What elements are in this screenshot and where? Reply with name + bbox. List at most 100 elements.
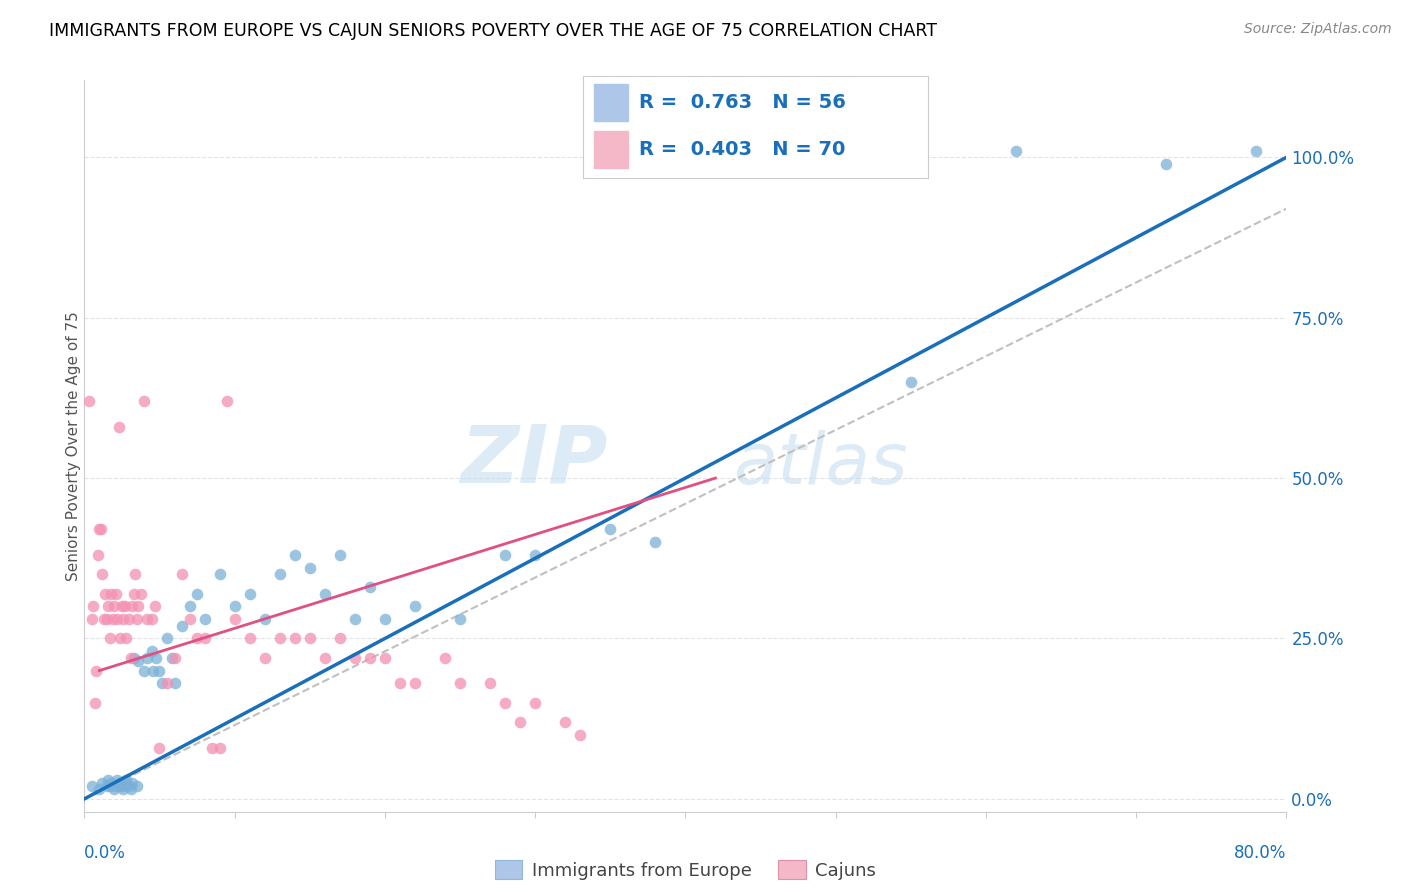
Point [599,523,621,537]
Y-axis label: Seniors Poverty Over the Age of 75: Seniors Poverty Over the Age of 75 [66,311,80,581]
Point [156,676,179,690]
Point [329,548,352,562]
Point [100,776,122,790]
Point [179,599,201,614]
Point [1156,157,1178,171]
Point [314,586,336,600]
Point [434,650,457,665]
Point [97,772,120,787]
Point [121,776,143,790]
Point [239,586,262,600]
Point [118,612,141,626]
Point [125,779,148,793]
Point [122,586,145,600]
Point [644,535,666,549]
Point [1246,144,1268,158]
Point [115,632,138,646]
Point [103,782,125,797]
Point [208,567,231,582]
Legend: Immigrants from Europe, Cajuns: Immigrants from Europe, Cajuns [488,853,883,887]
Point [253,650,276,665]
Point [900,375,922,389]
Point [104,779,127,793]
Bar [593,131,628,168]
Point [148,740,170,755]
Point [141,612,163,626]
Point [524,696,547,710]
Bar [593,84,628,121]
Point [93,612,115,626]
Point [89,782,111,797]
Point [101,612,124,626]
Point [186,632,208,646]
Point [100,586,122,600]
Point [284,632,307,646]
Point [80,779,103,793]
Point [284,548,307,562]
Point [136,650,159,665]
Point [298,561,321,575]
Point [131,586,153,600]
Point [1005,144,1028,158]
Point [91,776,114,790]
Point [96,779,118,793]
Point [239,632,262,646]
Point [104,586,127,600]
Point [449,676,471,690]
Point [524,548,547,562]
Point [112,782,135,797]
Point [125,612,148,626]
Point [86,664,108,678]
Point [122,650,145,665]
Point [111,599,134,614]
Point [111,779,134,793]
Point [80,612,103,626]
Point [170,567,193,582]
Point [298,632,321,646]
Point [118,779,141,793]
Point [97,599,120,614]
Point [145,650,167,665]
Point [112,612,135,626]
Point [170,618,193,632]
Point [83,696,105,710]
Point [208,740,231,755]
Point [110,779,132,793]
Text: atlas: atlas [734,430,908,499]
Point [107,772,129,787]
Point [87,548,110,562]
Text: 0.0%: 0.0% [84,844,127,862]
Point [179,612,201,626]
Point [98,779,121,793]
Point [127,654,149,668]
Point [163,676,186,690]
Point [404,599,426,614]
Text: ZIP: ZIP [460,422,607,500]
Point [163,650,186,665]
Text: R =  0.403   N = 70: R = 0.403 N = 70 [638,140,845,159]
Point [374,650,396,665]
Point [479,676,502,690]
Point [359,580,381,594]
Point [120,650,142,665]
Point [388,676,411,690]
Point [98,632,121,646]
Point [404,676,426,690]
Point [124,567,146,582]
Point [374,612,396,626]
Point [359,650,381,665]
Point [114,776,136,790]
Point [217,394,239,409]
Point [160,650,183,665]
Point [194,612,217,626]
Text: Source: ZipAtlas.com: Source: ZipAtlas.com [1244,22,1392,37]
Point [269,567,291,582]
Text: IMMIGRANTS FROM EUROPE VS CAJUN SENIORS POVERTY OVER THE AGE OF 75 CORRELATION C: IMMIGRANTS FROM EUROPE VS CAJUN SENIORS … [49,22,938,40]
Point [449,612,471,626]
Point [115,772,138,787]
Point [554,714,576,729]
Point [253,612,276,626]
Point [90,523,112,537]
Point [89,523,111,537]
Point [224,612,246,626]
